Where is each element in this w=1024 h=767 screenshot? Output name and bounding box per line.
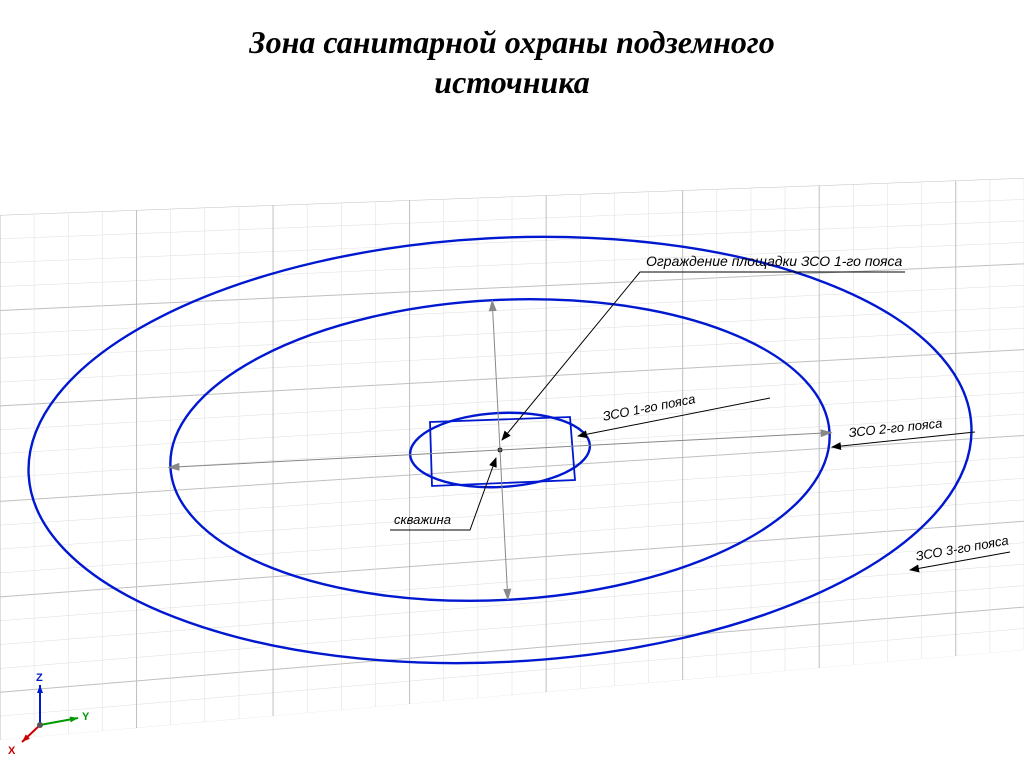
diagram-svg: Ограждение площадки ЗСО 1-го пояса ЗСО 1-… (0, 0, 1024, 767)
callout-label: Ограждение площадки ЗСО 1-го пояса (646, 253, 903, 269)
axis-gizmo: Z Y X (8, 672, 90, 757)
well-point (498, 448, 503, 453)
zone1-label: ЗСО 1-го пояса (601, 391, 696, 424)
fence-rect (430, 417, 575, 486)
zone-zone1 (408, 408, 592, 491)
well-label: скважина (394, 512, 451, 527)
dimension-lines (168, 300, 831, 600)
axis-label-y: Y (82, 711, 90, 723)
diagram-canvas: Ограждение площадки ЗСО 1-го пояса ЗСО 1-… (0, 0, 1024, 767)
title-line-2: источника (434, 64, 589, 100)
perspective-grid (0, 178, 1024, 740)
zone3-label: ЗСО 3-го пояса (914, 533, 1009, 564)
title-line-1: Зона санитарной охраны подземного (249, 24, 774, 60)
page-title: Зона санитарной охраны подземного источн… (0, 0, 1024, 102)
callouts: Ограждение площадки ЗСО 1-го пояса ЗСО 1-… (390, 253, 1010, 570)
zone-zone2 (163, 283, 838, 617)
axis-label-z: Z (36, 672, 43, 684)
zone-zone3 (18, 214, 983, 687)
axis-label-x: X (8, 745, 16, 757)
zone2-label: ЗСО 2-го пояса (848, 415, 943, 440)
zones-layer (18, 214, 983, 687)
